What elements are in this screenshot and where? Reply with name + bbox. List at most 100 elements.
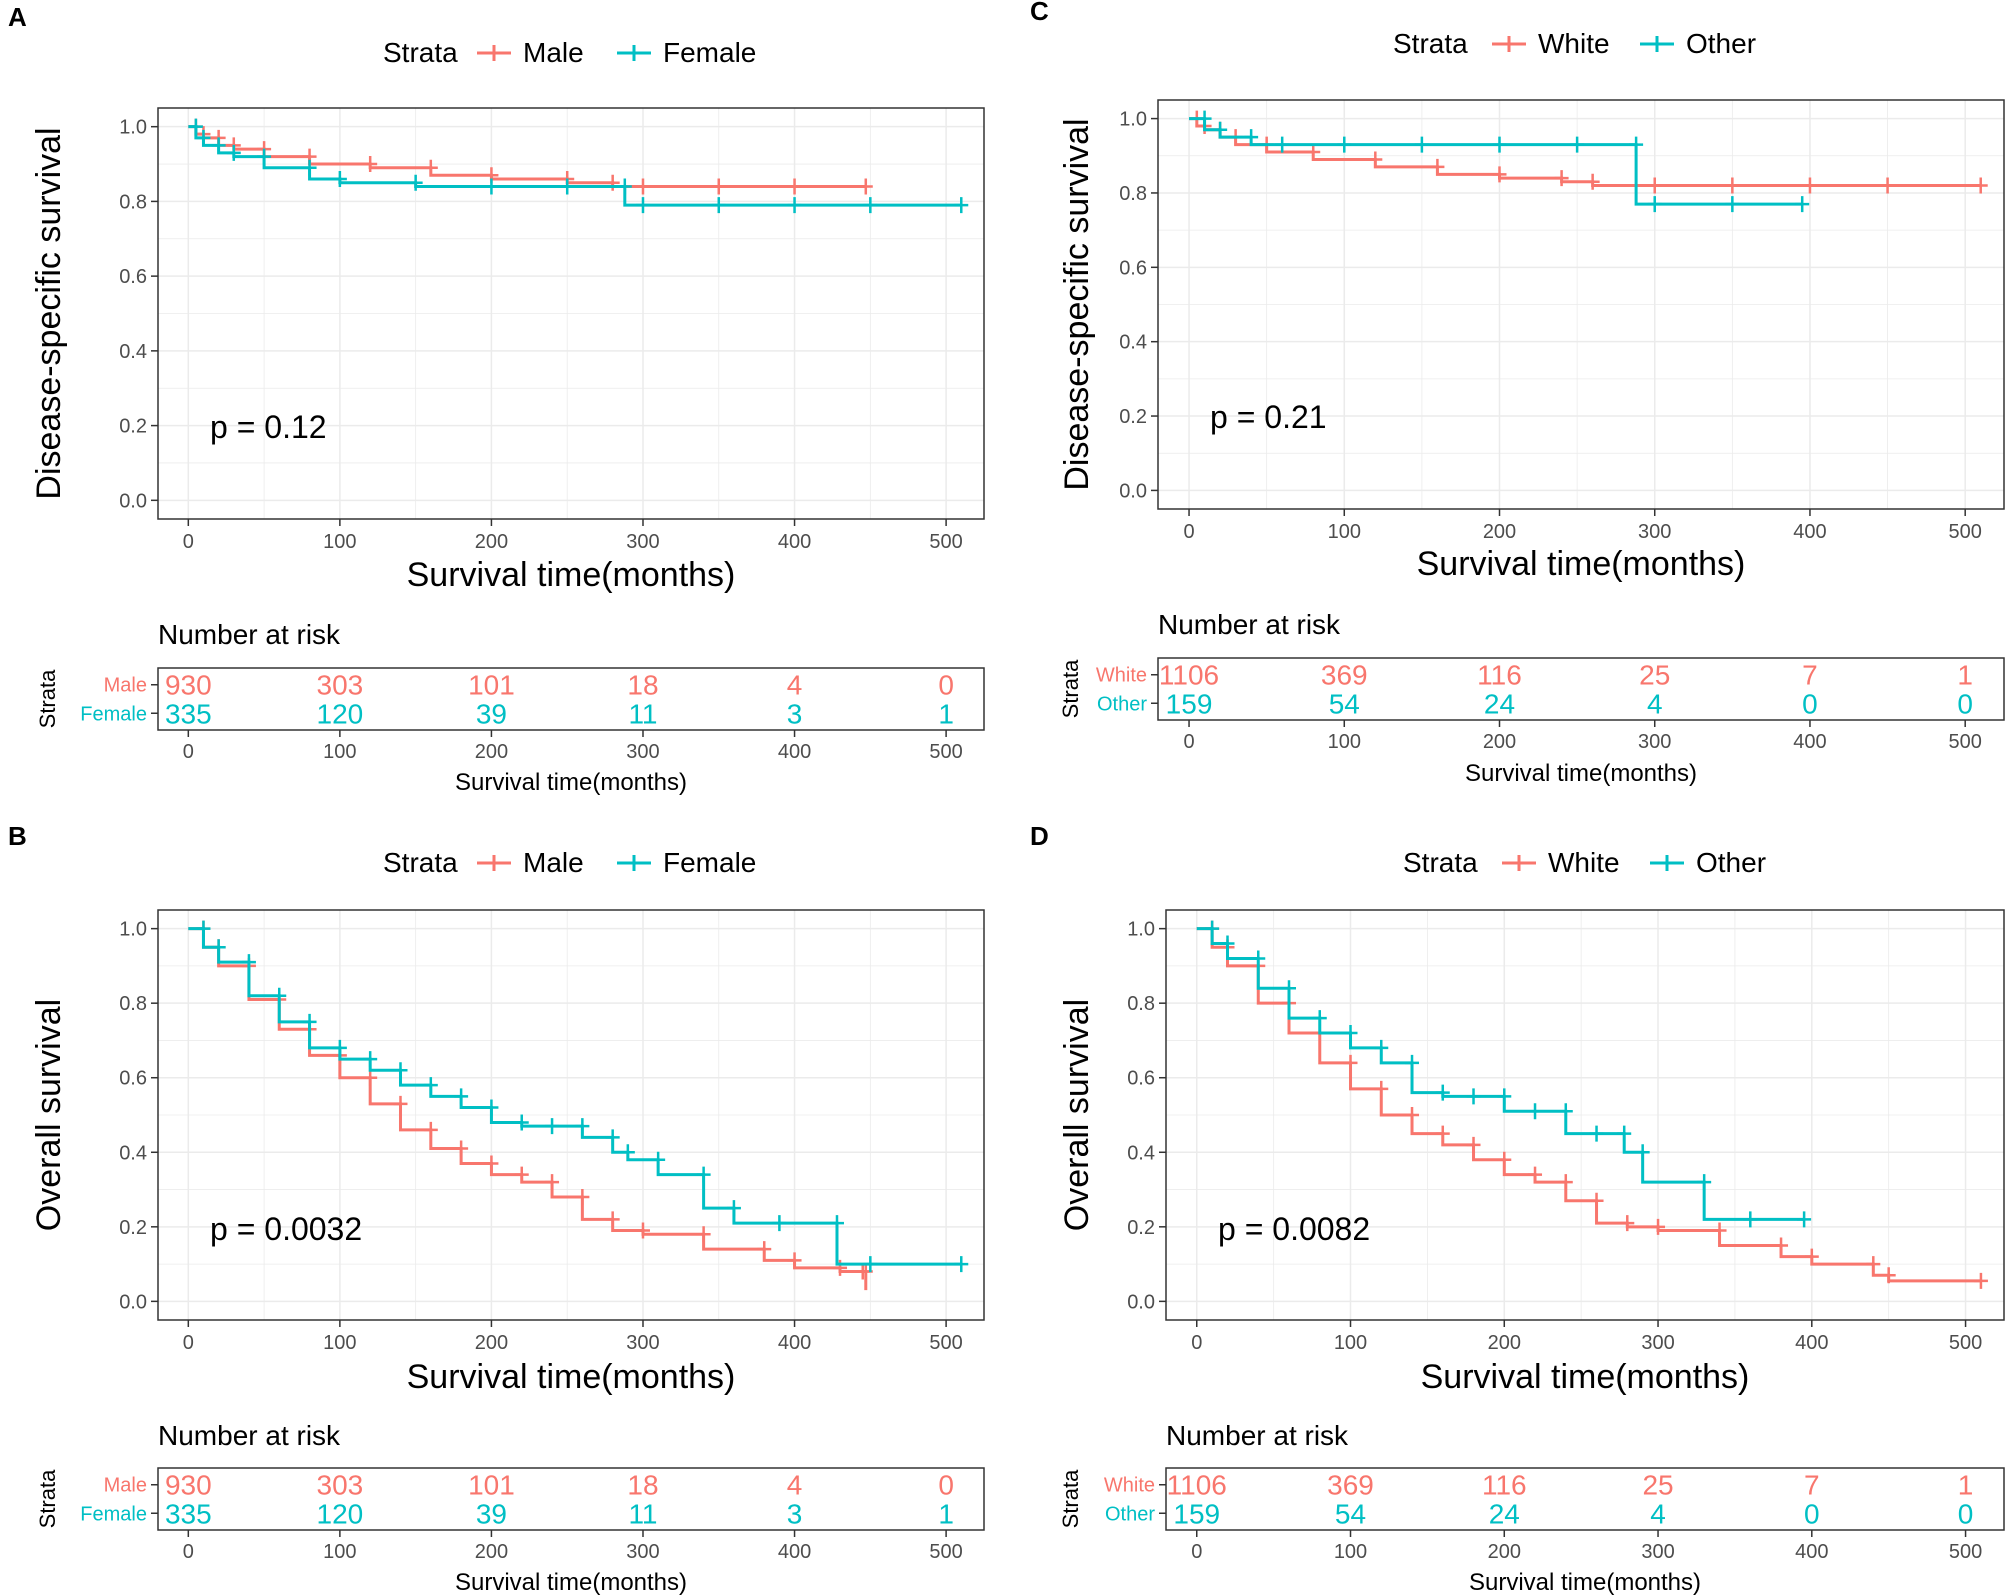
risk-table-title: Number at risk <box>1158 609 1341 640</box>
risk-count: 101 <box>468 1470 515 1501</box>
censor-mark <box>1635 1144 1650 1161</box>
x-tick-label: 200 <box>1488 1332 1521 1354</box>
legend-label-male: Male <box>523 847 584 878</box>
x-tick-label: 400 <box>778 531 811 553</box>
censor-mark <box>772 1215 787 1232</box>
survival-curve-other <box>1189 117 1803 206</box>
censor-mark <box>605 1211 620 1228</box>
censor-mark <box>1802 177 1817 194</box>
censor-mark <box>393 1062 408 1079</box>
risk-count: 4 <box>787 1470 803 1501</box>
censor-mark <box>1804 1248 1819 1265</box>
risk-x-tick-label: 300 <box>1641 1541 1674 1563</box>
y-tick-label: 0.2 <box>1127 1217 1155 1239</box>
censor-mark <box>651 1151 666 1168</box>
censor-mark <box>1497 1088 1512 1105</box>
risk-x-axis-title: Survival time(months) <box>455 769 687 796</box>
x-axis-title: Survival time(months) <box>1421 1358 1750 1396</box>
legend-title: Strata <box>383 847 458 878</box>
censor-mark <box>484 1155 499 1172</box>
risk-count: 54 <box>1335 1498 1366 1529</box>
risk-x-tick-label: 500 <box>929 1541 962 1563</box>
censor-mark <box>257 148 272 165</box>
y-tick-label: 0.0 <box>1127 1291 1155 1313</box>
legend-key-white <box>1492 36 1526 52</box>
censor-mark <box>1589 1125 1604 1142</box>
risk-row-label-white: White <box>1096 665 1147 687</box>
plot-grid <box>1166 910 2004 1320</box>
censor-mark <box>1647 196 1662 213</box>
risk-count: 0 <box>1957 688 1973 719</box>
censor-mark <box>272 987 287 1004</box>
censor-mark <box>620 1144 635 1161</box>
risk-count: 159 <box>1173 1498 1220 1529</box>
x-tick-label: 300 <box>1641 1332 1674 1354</box>
y-tick-label: 0.2 <box>119 416 147 438</box>
x-tick-label: 100 <box>1334 1332 1367 1354</box>
x-tick-label: 500 <box>929 531 962 553</box>
censor-mark <box>1620 1215 1635 1232</box>
risk-count: 11 <box>628 1498 657 1529</box>
risk-table-title: Number at risk <box>158 619 341 650</box>
y-tick-label: 0.4 <box>119 341 147 363</box>
censor-mark <box>1374 1039 1389 1056</box>
legend-label-other: Other <box>1686 28 1756 59</box>
risk-x-tick-label: 200 <box>475 741 508 763</box>
x-tick-label: 0 <box>1183 521 1194 543</box>
risk-x-tick-label: 300 <box>626 1541 659 1563</box>
risk-x-tick-label: 0 <box>183 1541 194 1563</box>
x-tick-label: 400 <box>1795 1332 1828 1354</box>
censor-mark <box>1647 177 1662 194</box>
censor-mark <box>363 1069 378 1086</box>
plot-grid <box>158 910 984 1320</box>
risk-x-tick-label: 0 <box>183 741 194 763</box>
risk-count: 0 <box>1958 1498 1974 1529</box>
y-axis-title: Disease-specific survival <box>30 127 68 499</box>
x-tick-label: 300 <box>626 531 659 553</box>
censor-mark <box>1629 136 1644 153</box>
censor-mark <box>1558 1174 1573 1191</box>
censor-mark <box>363 156 378 173</box>
censor-mark <box>1743 1211 1758 1228</box>
censor-mark <box>454 1088 469 1105</box>
risk-count: 4 <box>1647 688 1663 719</box>
risk-row-label-white: White <box>1104 1475 1155 1497</box>
censor-mark <box>954 1256 969 1273</box>
censor-mark <box>332 1039 347 1056</box>
censor-mark <box>302 159 317 176</box>
legend-key-other <box>1650 855 1684 871</box>
y-tick-label: 0.4 <box>119 1142 147 1164</box>
y-tick-label: 0.2 <box>1119 406 1147 428</box>
censor-mark <box>1492 166 1507 183</box>
plot-border <box>1157 99 2005 510</box>
censor-mark <box>1405 1107 1420 1123</box>
risk-count: 116 <box>1477 660 1522 691</box>
risk-count: 930 <box>165 1470 212 1501</box>
risk-x-tick-label: 200 <box>1488 1541 1521 1563</box>
censor-mark <box>1275 136 1290 153</box>
risk-x-tick-label: 100 <box>323 741 356 763</box>
risk-count: 0 <box>938 1470 954 1501</box>
risk-table-title: Number at risk <box>158 1420 341 1451</box>
censor-mark <box>1414 136 1429 153</box>
censor-mark <box>954 197 969 214</box>
risk-count: 25 <box>1639 660 1670 691</box>
x-tick-label: 400 <box>778 1332 811 1354</box>
risk-y-axis-title: Strata <box>1058 659 1083 718</box>
risk-x-tick-label: 400 <box>778 741 811 763</box>
y-tick-label: 1.0 <box>1119 109 1147 131</box>
p-value-label: p = 0.0082 <box>1218 1211 1370 1247</box>
censor-mark <box>575 1118 590 1135</box>
risk-count: 1106 <box>1167 1470 1227 1501</box>
risk-count: 303 <box>317 670 364 701</box>
censor-mark <box>196 129 211 146</box>
censor-mark <box>545 1118 560 1135</box>
censor-mark <box>484 1099 499 1116</box>
risk-x-tick-label: 300 <box>1638 731 1671 753</box>
y-tick-label: 0.4 <box>1127 1142 1155 1164</box>
risk-count: 11 <box>628 698 657 729</box>
legend-key-female <box>617 855 651 871</box>
censor-mark <box>787 178 802 195</box>
survival-curve-male <box>188 125 866 188</box>
risk-x-axis-title: Survival time(months) <box>1469 1569 1701 1596</box>
